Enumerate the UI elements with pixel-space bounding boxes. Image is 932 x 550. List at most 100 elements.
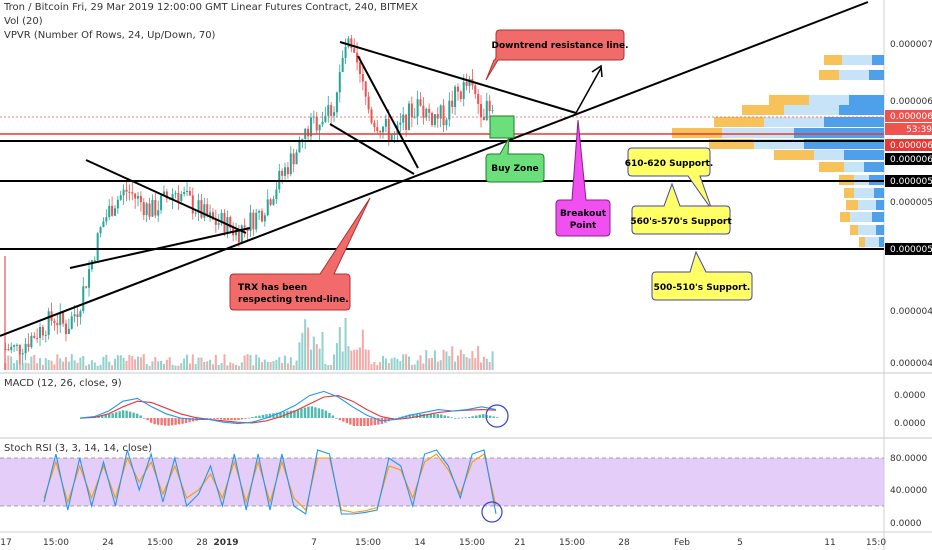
macd-hist-bar [412,414,415,418]
macd-hist-bar [296,409,300,418]
volume-bar [240,362,243,370]
volume-bar [165,359,168,370]
macd-hist-bar [457,417,460,419]
vpvr-row-down [859,237,865,247]
macd-hist-bar [174,418,177,425]
candle-body [235,229,238,236]
macd-tick-top: 0.0000 [894,391,926,401]
candle-body [350,38,353,49]
vpvr-row-value [764,117,824,127]
volume-bar [67,361,70,370]
volume-bar [223,354,226,370]
candle-body [145,203,148,216]
callout-500[interactable]: 500-510's Support. [651,250,753,301]
volume-bar [186,354,189,370]
macd-hist-bar [496,417,499,418]
macd-hist-bar [317,408,321,418]
price-axis[interactable] [884,0,932,550]
callout-610[interactable]: 610-620 Support. [625,147,714,211]
macd-hist-bar [170,418,174,426]
candle-body [33,335,36,338]
candle-body [21,353,24,355]
volume-bar [116,355,119,370]
callout-trx[interactable]: TRX has been respecting trend-line. [229,197,371,311]
volume-bar [361,329,364,370]
volume-bar [419,355,422,370]
candle-body [99,227,102,234]
candle-body [209,212,212,217]
volume-bar [425,350,428,370]
volume-bar [24,362,27,370]
triangle-lower-line[interactable] [69,227,251,269]
vpvr-row-down [672,128,722,138]
label-570-bg [885,175,932,187]
callout-downtrend[interactable]: Downtrend resistance line. [485,29,629,81]
volume-bar [468,358,471,370]
triangle-upper-line[interactable] [85,159,247,234]
volume-bar [252,365,255,370]
volume-bar [160,360,163,370]
callout-610-text: 610-620 Support. [625,159,714,169]
time-tick: 15:00 [459,538,485,548]
time-tick: 15:0 [866,538,886,548]
chart-title: Tron / Bitcoin Fri, 29 Mar 2019 12:00:00… [4,2,418,13]
macd-hist-bar [261,414,265,418]
candle-body [321,121,324,125]
stoch-k-line [43,449,497,515]
volume-bar [295,360,298,370]
candle-body [180,194,183,202]
callout-buy-zone[interactable]: Buy Zone [485,137,545,183]
macd-hist-bar [447,416,450,418]
vpvr-row-value [858,225,876,235]
callout-buy-zone-text: Buy Zone [491,164,539,174]
volume-bar [309,349,312,370]
volume-bar [416,360,419,370]
callout-breakout[interactable]: Breakout Point [555,119,611,237]
vpvr-row-down [774,150,814,160]
volume-bar [442,349,445,370]
candle-body [459,91,462,99]
volume-bar [102,356,105,370]
vpvr-row-value [754,139,804,149]
volume-bar [462,354,465,370]
volume-bar [4,256,6,370]
vpvr-row-down [846,200,858,210]
macd-hist-bar [265,414,268,418]
volume-bar [258,357,261,370]
downtrend-resistance-line[interactable] [339,41,577,114]
volume-bar [454,361,457,370]
price-tick-450: 0.00000450 [890,307,932,317]
vpvr-row-down [769,95,809,105]
wedge-lower-line[interactable] [329,123,415,175]
macd-hist-bar [359,418,363,426]
candle-body [272,199,275,205]
candle-body [477,93,480,104]
wedge-upper-line[interactable] [357,55,419,169]
breakout-arrow[interactable] [575,67,602,114]
macd-line [79,390,497,425]
vpvr-row-down [844,188,854,198]
macd-hist-bar [335,417,338,419]
stoch-circle-annotation[interactable] [481,501,503,523]
candle-body [142,202,145,216]
time-tick: 24 [102,538,114,548]
buy-zone-box[interactable] [489,115,515,139]
candle-body [373,122,376,128]
vpvr-row-up [872,55,884,65]
macd-hist-bar [489,415,492,418]
volume-bar [289,357,292,370]
label-633-bg [885,110,932,122]
candle-body [217,223,220,225]
macd-hist-bar [167,418,170,426]
macd-circle-annotation[interactable] [485,404,509,428]
time-tick: 14 [414,538,426,548]
macd-hist-bar [373,418,377,426]
time-axis[interactable]: 17 15:00 24 15:00 28 2019 7 15:00 14 15:00 21 15:00… [0,538,886,548]
volume-bar [139,357,142,370]
macd-hist-bar [230,418,233,420]
main-uptrend-line[interactable] [0,1,869,337]
volume-bar [79,357,82,370]
callout-560[interactable]: 560's-570's Support [630,182,732,235]
vpvr-row-value [722,128,794,138]
